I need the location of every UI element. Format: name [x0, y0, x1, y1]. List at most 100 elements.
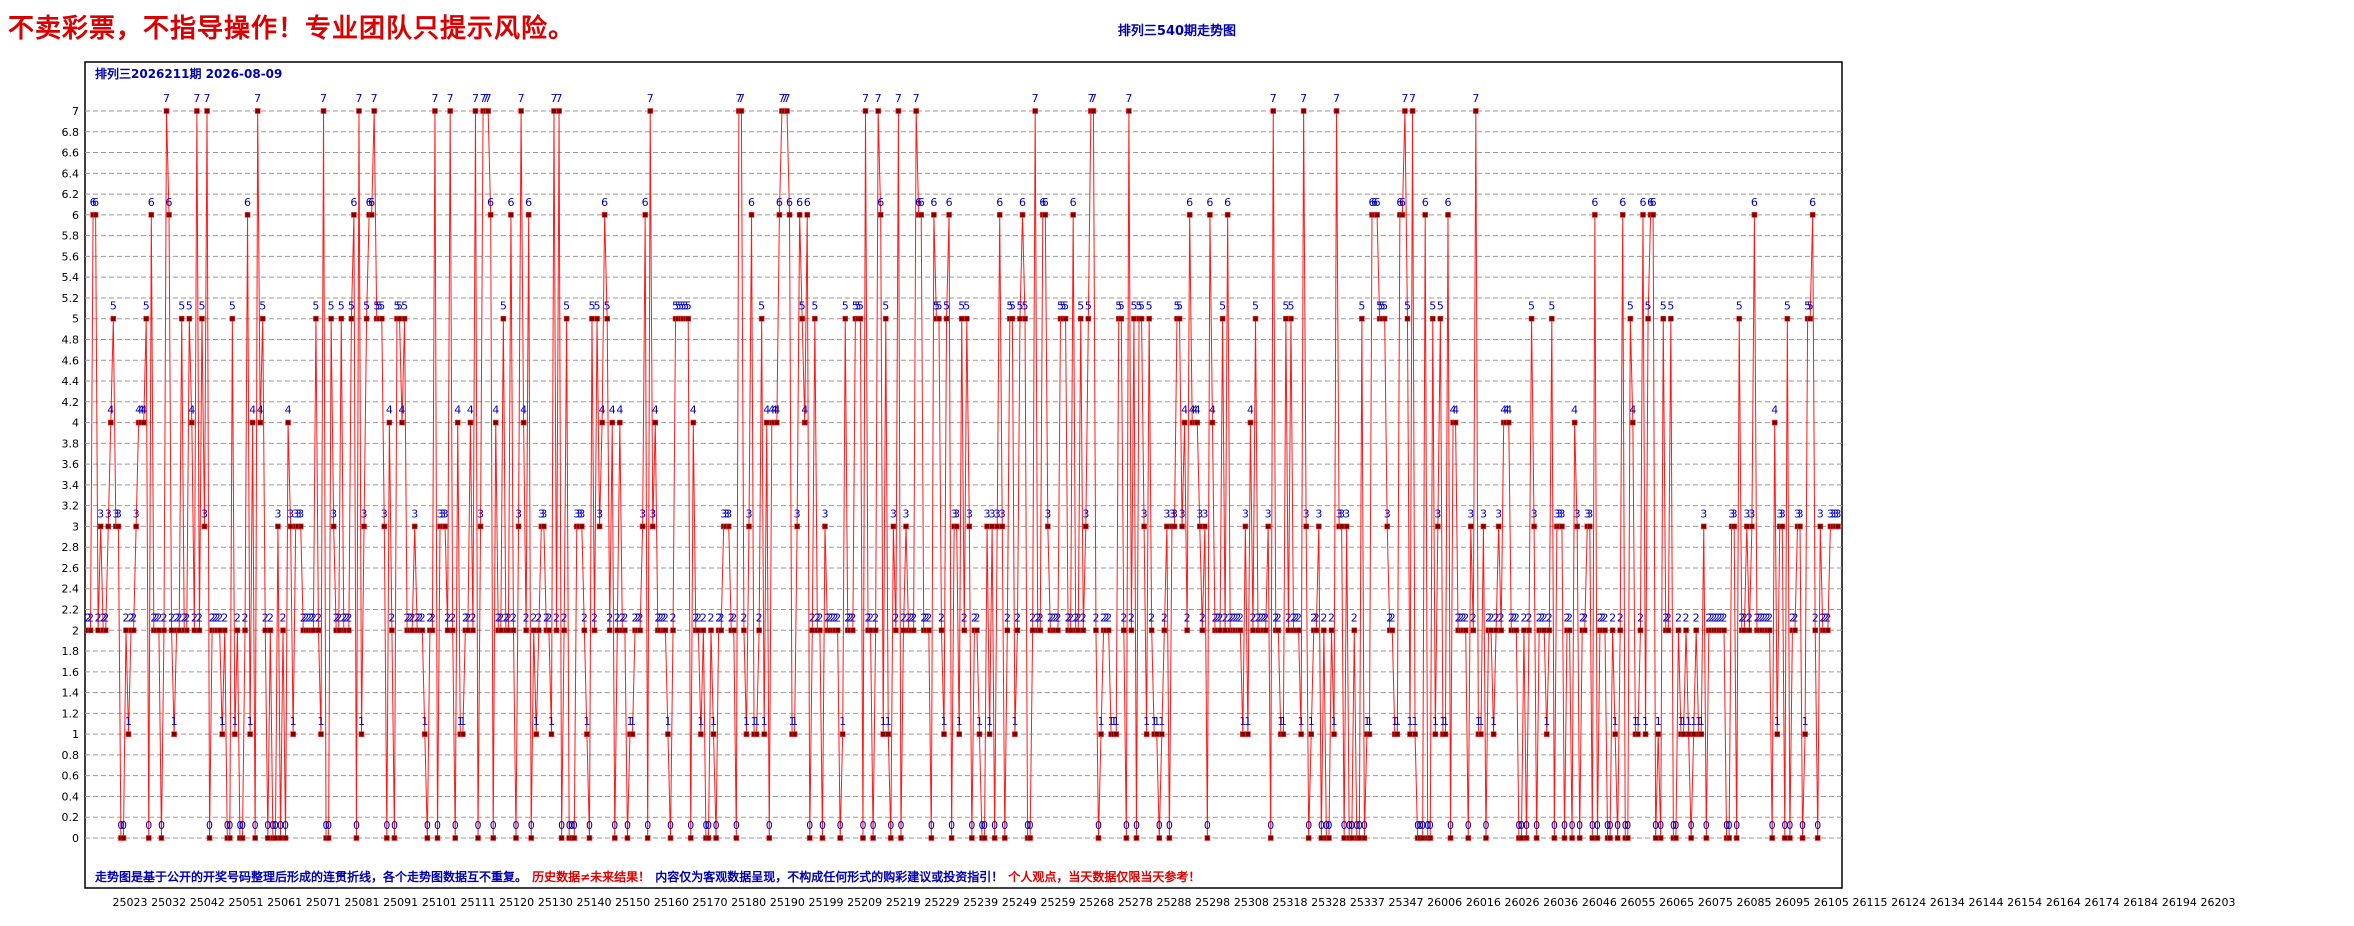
data-label: 5 [1138, 300, 1145, 313]
data-point [320, 108, 327, 114]
data-label: 2 [1054, 611, 1061, 624]
data-point [1280, 731, 1287, 737]
data-point [746, 523, 752, 530]
data-point [1070, 212, 1076, 218]
y-tick-label: 6.4 [62, 167, 80, 180]
data-label: 6 [1751, 196, 1758, 209]
data-label: 1 [1774, 715, 1781, 728]
data-point [867, 627, 874, 634]
data-label: 0 [1361, 819, 1368, 832]
data-point [647, 108, 654, 114]
data-label: 1 [125, 715, 132, 728]
data-label: 2 [1389, 611, 1396, 624]
data-label: 3 [903, 507, 910, 520]
x-tick-label: 25140 [577, 896, 612, 909]
data-point [97, 523, 104, 530]
data-label: 0 [1095, 819, 1102, 832]
data-label: 2 [1637, 611, 1644, 624]
x-tick-label: 25101 [422, 896, 457, 909]
y-tick-label: 6.2 [62, 188, 80, 201]
data-point [254, 108, 261, 114]
data-point [667, 835, 674, 841]
data-label: 2 [1564, 611, 1571, 624]
data-point [219, 731, 226, 737]
data-point [475, 835, 481, 841]
data-point [974, 627, 980, 634]
data-label: 2 [872, 611, 879, 624]
data-label: 3 [1303, 507, 1310, 520]
data-point [454, 419, 461, 426]
data-label: 2 [692, 611, 699, 624]
data-label: 2 [183, 611, 190, 624]
data-label: 5 [1136, 300, 1143, 313]
data-point [1513, 627, 1520, 634]
data-label: 6 [1809, 196, 1816, 209]
data-point [505, 627, 512, 634]
data-point [776, 212, 783, 218]
data-label: 1 [976, 715, 983, 728]
data-point [1495, 523, 1502, 530]
data-point [662, 627, 669, 634]
data-label: 0 [1424, 819, 1431, 832]
data-label: 5 [563, 300, 570, 313]
x-tick-label: 25328 [1311, 896, 1346, 909]
data-point [687, 835, 694, 841]
data-label: 0 [1123, 819, 1130, 832]
data-label: 5 [854, 300, 861, 313]
data-label: 6 [90, 196, 97, 209]
data-label: 0 [383, 819, 390, 832]
data-point [1338, 523, 1345, 530]
data-label: 0 [1733, 819, 1740, 832]
data-label: 1 [956, 715, 963, 728]
data-point [452, 835, 459, 841]
data-point [239, 835, 246, 841]
data-point [976, 731, 983, 737]
data-point [1814, 835, 1821, 841]
data-point [700, 627, 707, 634]
data-point [297, 523, 304, 530]
data-label: 7 [518, 92, 525, 105]
data-label: 2 [1738, 611, 1745, 624]
data-label: 6 [1019, 196, 1026, 209]
data-label: 2 [242, 611, 249, 624]
data-point [1652, 835, 1659, 841]
data-label: 2 [824, 611, 831, 624]
data-point [1245, 731, 1251, 737]
data-label: 3 [1553, 507, 1560, 520]
data-point [948, 835, 955, 841]
data-label: 2 [388, 611, 395, 624]
data-label: 4 [1194, 404, 1201, 417]
data-label: 1 [1153, 715, 1160, 728]
data-point [1265, 523, 1271, 530]
data-point [130, 627, 137, 634]
data-label: 5 [958, 300, 965, 313]
data-label: 2 [1328, 611, 1335, 624]
data-label: 6 [1039, 196, 1046, 209]
data-point [229, 315, 236, 322]
data-label: 2 [1791, 611, 1798, 624]
data-label: 0 [1769, 819, 1776, 832]
data-label: 2 [1508, 611, 1515, 624]
data-label: 2 [176, 611, 183, 624]
data-label: 0 [1156, 819, 1163, 832]
data-label: 0 [887, 819, 894, 832]
data-label: 5 [378, 300, 385, 313]
data-point [1797, 523, 1803, 530]
data-point [470, 627, 476, 634]
data-point [875, 108, 881, 114]
data-label: 2 [173, 611, 180, 624]
data-point [447, 108, 453, 114]
data-point [391, 835, 398, 841]
data-label: 0 [702, 819, 709, 832]
data-point [541, 523, 547, 530]
data-label: 1 [753, 715, 760, 728]
data-point [1204, 835, 1211, 841]
data-point [1389, 627, 1396, 634]
data-label: 2 [1075, 611, 1082, 624]
data-point [156, 627, 162, 634]
data-point [1749, 523, 1755, 530]
data-label: 0 [611, 819, 618, 832]
data-label: 2 [1105, 611, 1112, 624]
data-label: 0 [1533, 819, 1540, 832]
data-point [381, 523, 388, 530]
